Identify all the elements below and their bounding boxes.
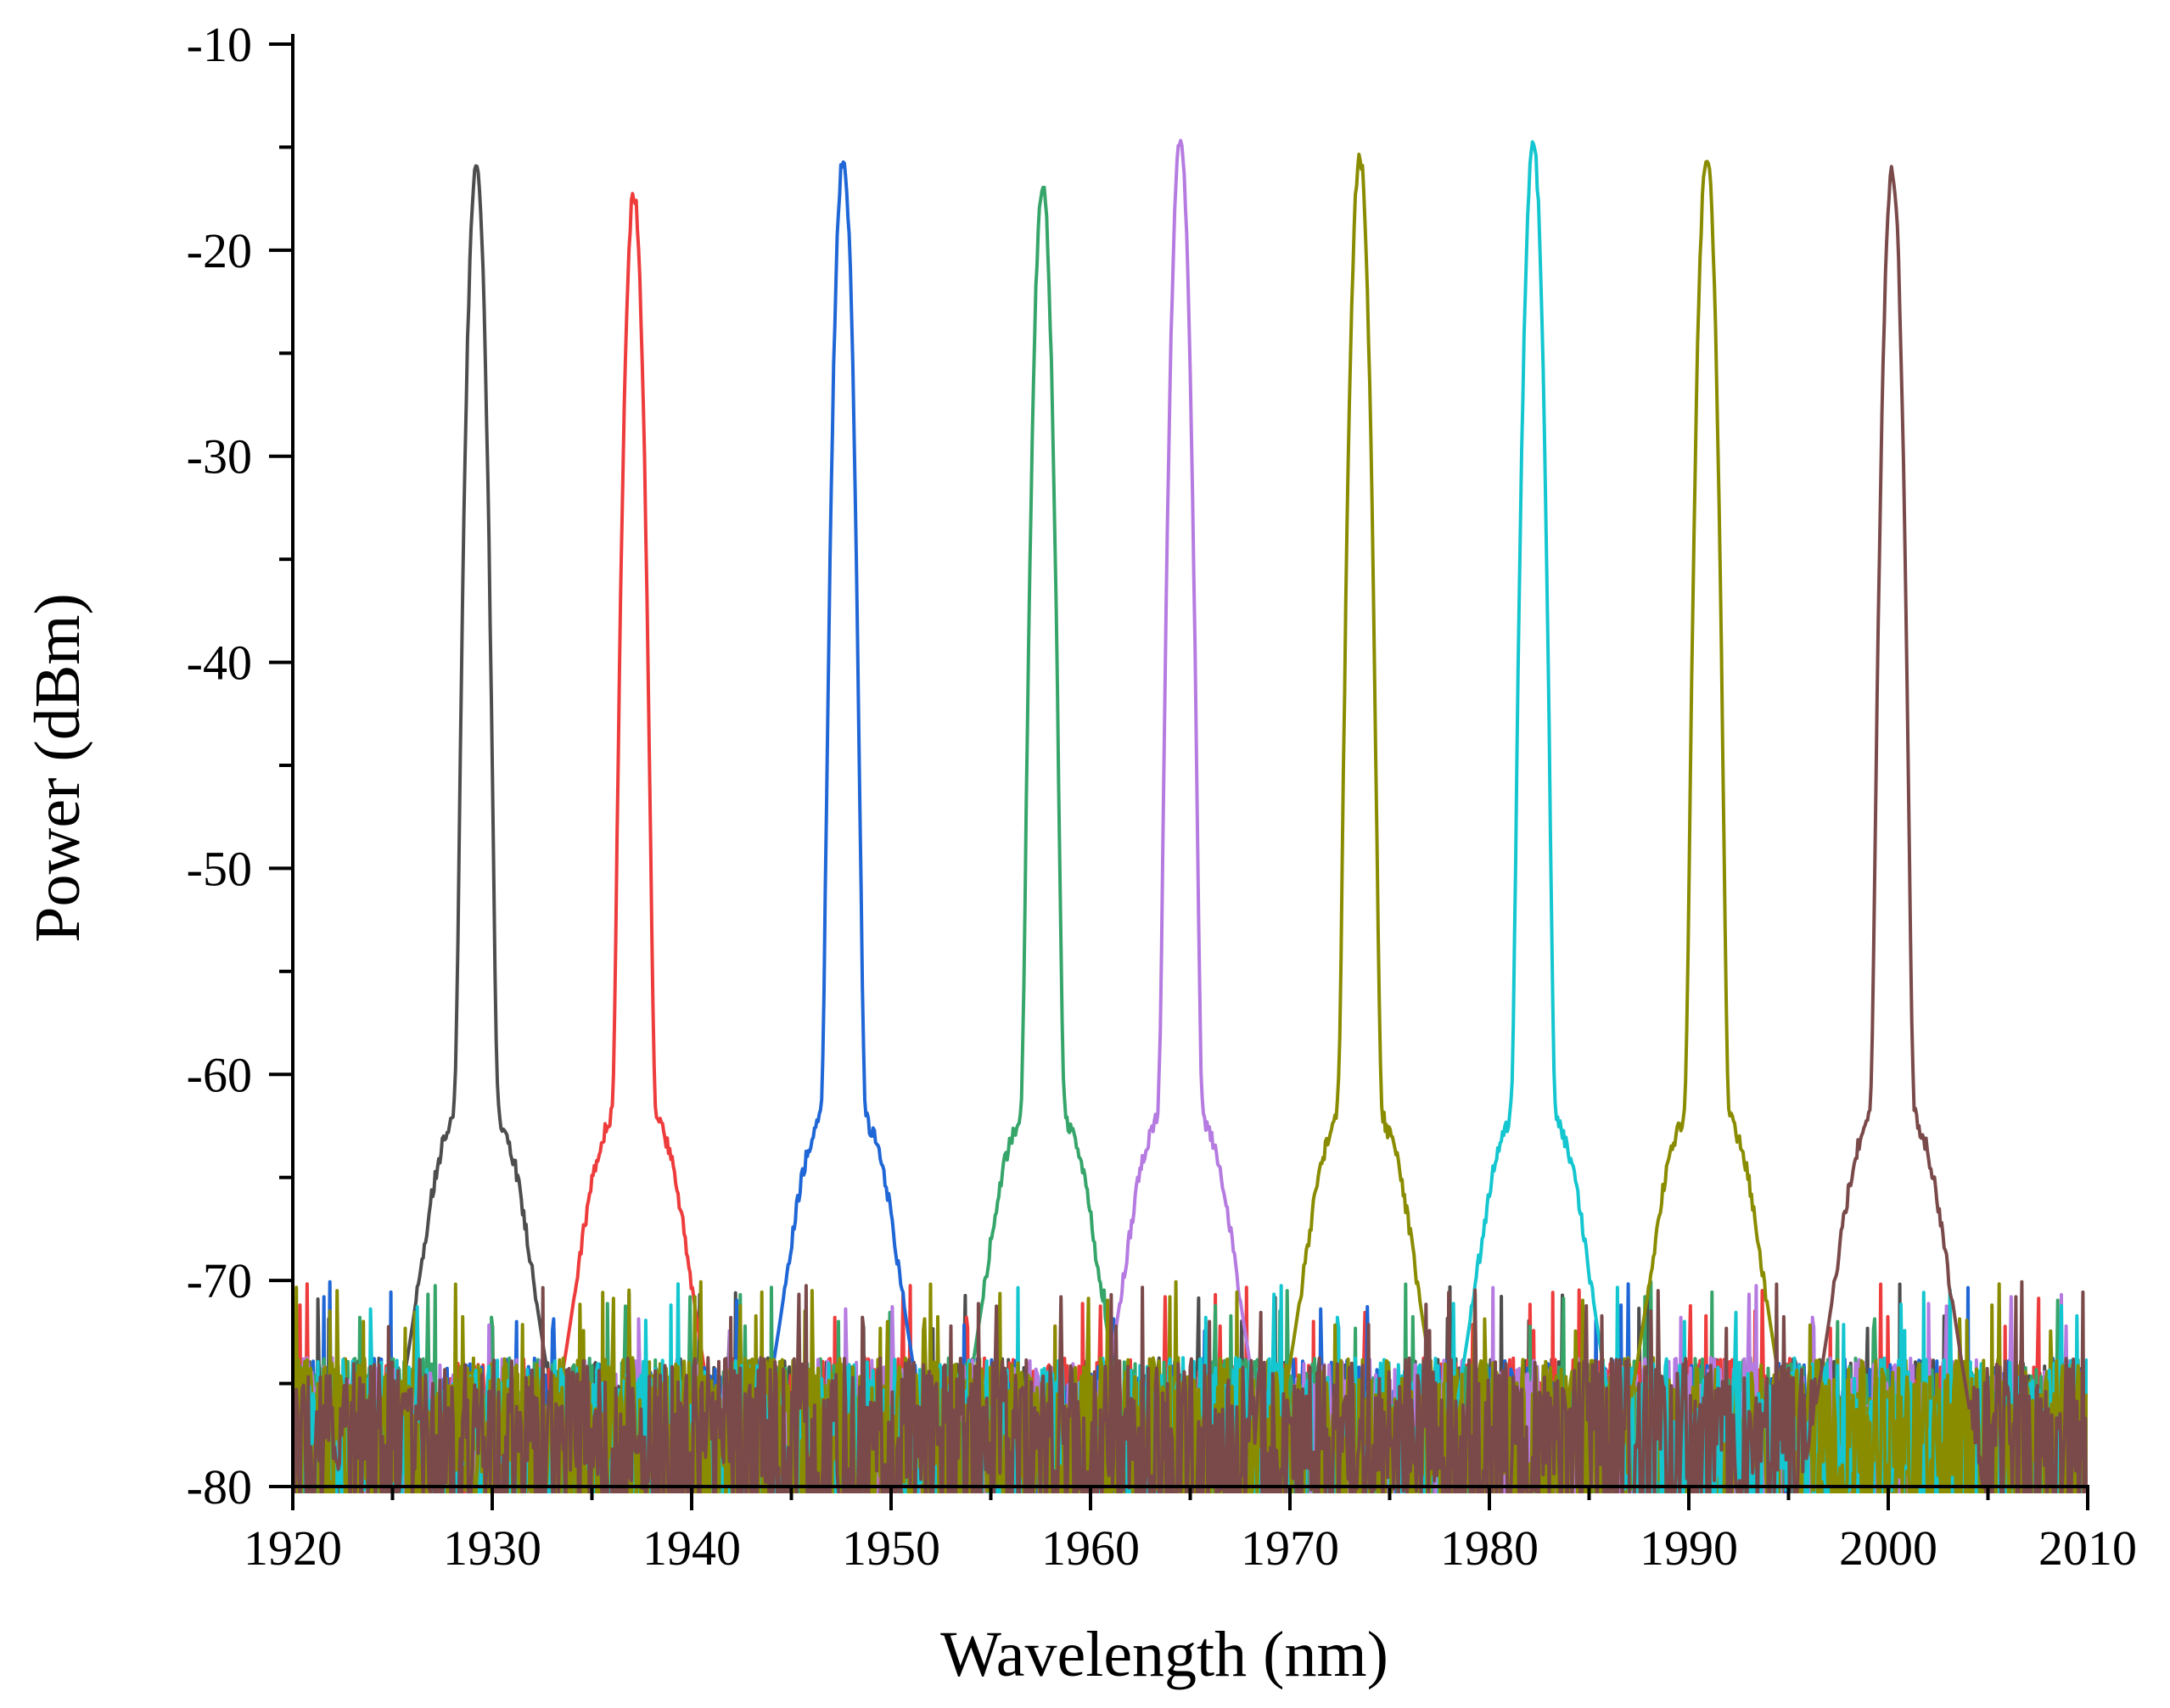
- x-tick-label-1940: 1940: [642, 1520, 741, 1576]
- x-tick-label-1960: 1960: [1041, 1520, 1140, 1576]
- series-line-9: [293, 165, 2088, 1493]
- x-axis-title: Wavelength (nm): [940, 1619, 1388, 1690]
- x-tick-label-2000: 2000: [1839, 1520, 1937, 1576]
- y-tick-label--10: -10: [187, 17, 252, 72]
- y-tick-label--60: -60: [187, 1047, 252, 1102]
- series-layer: [293, 138, 2088, 1493]
- x-tick-label-1930: 1930: [443, 1520, 541, 1576]
- y-tick-label--30: -30: [187, 429, 252, 484]
- axes-layer: 1920 1930 1940 1950 1960 1970 1980 1990 2000 2010…: [187, 17, 2137, 1576]
- x-tick-label-1950: 1950: [842, 1520, 940, 1576]
- y-tick-label--40: -40: [187, 636, 252, 691]
- x-tick-label-1920: 1920: [244, 1520, 342, 1576]
- y-tick-label--70: -70: [187, 1253, 252, 1308]
- x-tick-label-1970: 1970: [1241, 1520, 1339, 1576]
- y-tick-label--80: -80: [187, 1459, 252, 1515]
- series-line-5: [293, 138, 2088, 1493]
- x-tick-label-1990: 1990: [1640, 1520, 1738, 1576]
- x-tick-label-2010: 2010: [2038, 1520, 2137, 1576]
- y-tick-label--50: -50: [187, 841, 252, 896]
- y-axis-title: Power (dBm): [22, 593, 93, 943]
- x-tick-label-1980: 1980: [1440, 1520, 1539, 1576]
- y-tick-label--20: -20: [187, 223, 252, 278]
